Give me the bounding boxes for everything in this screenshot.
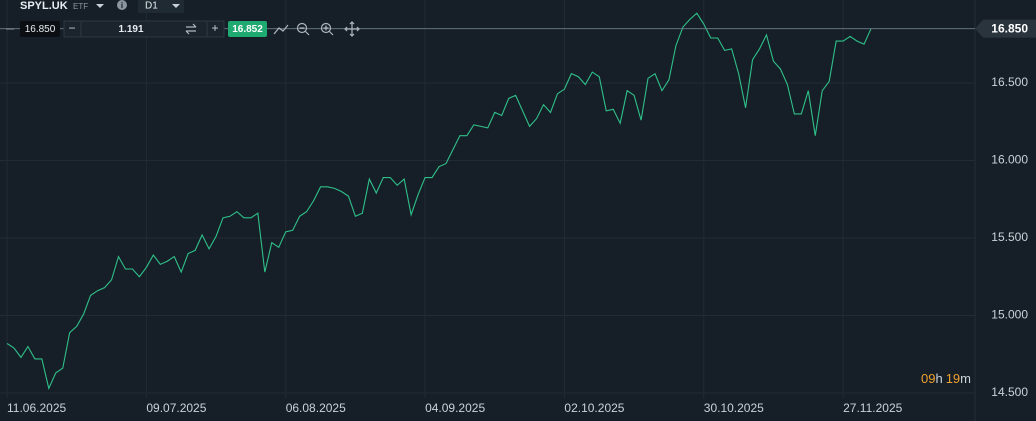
volume-plus[interactable]: + xyxy=(211,21,218,35)
volume-value[interactable]: 1.191 xyxy=(118,24,143,35)
pan-icon[interactable] xyxy=(344,21,360,37)
interval: D1 xyxy=(145,1,158,12)
sell-button[interactable] xyxy=(20,21,60,37)
zoom-out-icon[interactable] xyxy=(296,22,308,34)
x-tick-label: 02.10.2025 xyxy=(564,401,624,415)
x-tick-label: 30.10.2025 xyxy=(704,401,764,415)
info-icon[interactable] xyxy=(117,0,127,10)
y-tick-label: 15.500 xyxy=(991,230,1028,244)
symbol-dropdown[interactable] xyxy=(96,4,104,8)
interval-select[interactable] xyxy=(138,0,184,13)
zoom-in-glyph xyxy=(323,25,334,36)
countdown-hours: 09 xyxy=(921,371,935,386)
x-tick-label: 06.08.2025 xyxy=(286,401,346,415)
interval-dropdown xyxy=(172,4,180,8)
buy-price: 16.852 xyxy=(232,24,263,35)
y-tick-label: 16.500 xyxy=(991,75,1028,89)
x-tick-label: 09.07.2025 xyxy=(146,401,206,415)
zoom-in-icon[interactable] xyxy=(320,22,332,34)
sell-price: 16.850 xyxy=(25,24,56,35)
y-tick-label: 14.500 xyxy=(991,385,1028,399)
countdown-hours-unit: h xyxy=(935,371,942,386)
countdown: 09h 19m xyxy=(921,371,971,386)
chart-type-icon[interactable] xyxy=(273,24,289,35)
volume-minus[interactable]: − xyxy=(68,21,75,35)
last-price-tag xyxy=(975,19,1036,38)
x-tick-label: 04.09.2025 xyxy=(425,401,485,415)
symbol[interactable]: SPYL.UK xyxy=(20,0,68,12)
y-tick-label: 16.000 xyxy=(991,153,1028,167)
price-line xyxy=(6,12,872,391)
countdown-minutes: 19 xyxy=(946,371,960,386)
symbol-type: ETF xyxy=(73,2,88,11)
y-tick-label: 15.000 xyxy=(991,308,1028,322)
swap-icon[interactable] xyxy=(185,23,197,35)
x-tick-label: 11.06.2025 xyxy=(7,401,66,415)
countdown-minutes-unit: m xyxy=(960,371,971,386)
x-tick-label: 27.11.2025 xyxy=(843,401,902,415)
volume-box xyxy=(63,20,225,38)
zoom-out-glyph xyxy=(299,27,310,36)
last-price-label: 16.850 xyxy=(991,21,1028,35)
buy-button[interactable] xyxy=(228,21,267,37)
info-glyph: i xyxy=(121,1,123,10)
